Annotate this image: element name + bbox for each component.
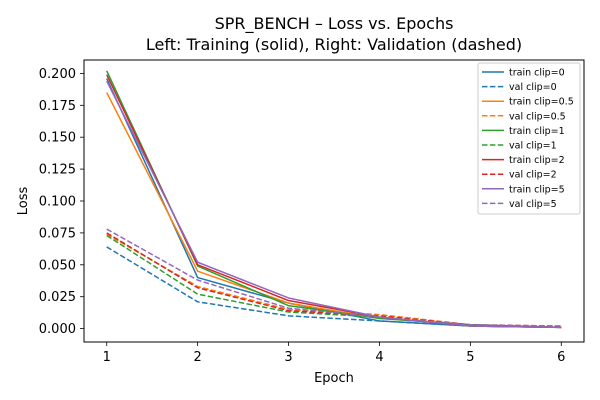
x-tick-label-0: 1 [103, 350, 111, 365]
y-tick-label-4: 0.100 [39, 195, 76, 210]
x-tick-label-4: 5 [466, 350, 474, 365]
x-axis-label: Epoch [314, 371, 354, 386]
legend: train clip=0 val clip=0 train clip=0.5 val … [478, 63, 580, 214]
legend-label-2: train clip=0.5 [509, 97, 574, 108]
y-ticks: 0.000 0.025 0.050 0.075 0.100 0.125 0.150 0.175… [39, 67, 84, 337]
x-tick-label-3: 4 [375, 350, 383, 365]
legend-label-1: val clip=0 [509, 82, 557, 93]
y-tick-label-7: 0.175 [39, 99, 76, 114]
y-tick-label-2: 0.050 [39, 258, 76, 273]
chart-title: SPR_BENCH – Loss vs. Epochs [215, 14, 454, 34]
chart-subtitle: Left: Training (solid), Right: Validatio… [146, 35, 522, 54]
y-tick-label-3: 0.075 [39, 226, 76, 241]
x-tick-label-2: 3 [284, 350, 292, 365]
legend-label-6: train clip=2 [509, 155, 565, 166]
x-ticks: 1 2 3 4 5 6 [103, 342, 566, 365]
y-tick-label-6: 0.150 [39, 131, 76, 146]
legend-label-5: val clip=1 [509, 141, 557, 152]
legend-label-8: train clip=5 [509, 184, 565, 195]
y-tick-label-8: 0.200 [39, 67, 76, 82]
y-tick-label-1: 0.025 [39, 290, 76, 305]
y-axis-label: Loss [16, 187, 31, 216]
legend-label-3: val clip=0.5 [509, 111, 566, 122]
y-tick-label-0: 0.000 [39, 322, 76, 337]
x-tick-label-5: 6 [557, 350, 565, 365]
y-tick-label-5: 0.125 [39, 163, 76, 178]
legend-label-9: val clip=5 [509, 199, 557, 210]
legend-label-4: train clip=1 [509, 126, 565, 137]
legend-label-0: train clip=0 [509, 68, 565, 79]
x-tick-label-1: 2 [193, 350, 201, 365]
legend-label-7: val clip=2 [509, 170, 557, 181]
